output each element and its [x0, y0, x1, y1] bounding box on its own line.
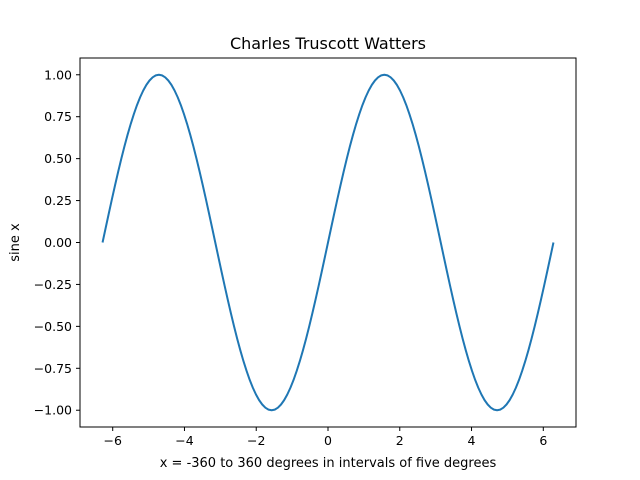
- series-line-0: [101, 73, 555, 412]
- y-tick-label: 0.50: [44, 151, 72, 166]
- x-tick-label: 0: [324, 433, 332, 448]
- x-tick-label: 6: [539, 433, 547, 448]
- series-layer: [101, 73, 555, 412]
- y-tick-label: 0.75: [44, 109, 72, 124]
- y-axis-ticks: −1.00 −0.75 −0.50 −0.25 0.00 0.25 0.50 0.75 1.00: [34, 67, 80, 418]
- y-tick-label: −0.25: [34, 277, 72, 292]
- y-tick-label: 1.00: [44, 67, 72, 82]
- x-tick-label: −4: [175, 433, 193, 448]
- plot-area: [79, 57, 577, 428]
- y-tick-label: −0.75: [34, 361, 72, 376]
- x-axis-label: x = -360 to 360 degrees in intervals of …: [160, 456, 497, 471]
- y-tick-label: 0.25: [44, 193, 72, 208]
- x-tick-label: 2: [396, 433, 404, 448]
- y-tick-label: −0.50: [34, 319, 72, 334]
- x-tick-label: −2: [247, 433, 265, 448]
- x-tick-label: 4: [468, 433, 476, 448]
- y-tick-label: −1.00: [34, 403, 72, 418]
- y-tick-label: 0.00: [44, 235, 72, 250]
- x-tick-label: −6: [103, 433, 121, 448]
- chart-title: Charles Truscott Watters: [230, 34, 426, 53]
- y-axis-label: sine x: [8, 223, 23, 262]
- x-axis-ticks: −6 −4 −2 0 2 4 6: [103, 427, 547, 448]
